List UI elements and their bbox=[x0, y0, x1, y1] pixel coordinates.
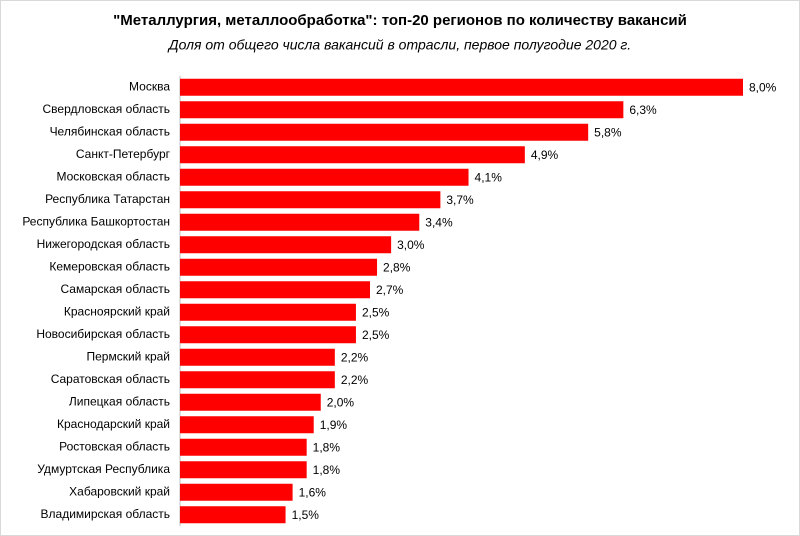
data-label: 2,2% bbox=[341, 373, 369, 387]
bar bbox=[180, 123, 589, 141]
bar bbox=[180, 416, 314, 434]
y-tick-label: Удмуртская Республика bbox=[37, 462, 170, 476]
y-tick-label: Санкт-Петербург bbox=[76, 147, 171, 161]
bar bbox=[180, 236, 392, 254]
bar bbox=[180, 78, 743, 96]
data-label: 3,4% bbox=[425, 215, 453, 229]
bar bbox=[180, 191, 441, 209]
bar bbox=[180, 506, 286, 524]
y-tick-label: Свердловская область bbox=[43, 102, 170, 116]
bar bbox=[180, 146, 525, 164]
data-label: 4,9% bbox=[531, 148, 559, 162]
y-tick-label: Республика Башкортостан bbox=[22, 214, 170, 228]
y-tick-label: Самарская область bbox=[60, 282, 170, 296]
bar bbox=[180, 303, 356, 321]
y-tick-label: Кемеровская область bbox=[49, 259, 170, 273]
y-tick-label: Нижегородская область bbox=[37, 237, 170, 251]
data-label: 2,0% bbox=[327, 395, 355, 409]
y-tick-label: Ростовская область bbox=[59, 439, 170, 453]
y-tick-label: Саратовская область bbox=[51, 372, 170, 386]
bar bbox=[180, 326, 356, 344]
y-tick-label: Липецкая область bbox=[69, 394, 170, 408]
data-label: 8,0% bbox=[749, 80, 777, 94]
data-label: 2,8% bbox=[383, 260, 411, 274]
bar bbox=[180, 258, 378, 276]
bar bbox=[180, 461, 307, 479]
y-tick-label: Московская область bbox=[56, 169, 170, 183]
data-label: 2,7% bbox=[376, 283, 404, 297]
chart-title: "Металлургия, металлообработка": топ-20 … bbox=[113, 12, 687, 29]
data-label: 2,5% bbox=[362, 328, 390, 342]
bar bbox=[180, 168, 469, 186]
bar bbox=[180, 281, 371, 299]
data-label: 5,8% bbox=[594, 125, 622, 139]
bar bbox=[180, 371, 335, 389]
bar bbox=[180, 348, 335, 366]
data-label: 1,9% bbox=[320, 418, 348, 432]
y-tick-label: Республика Татарстан bbox=[45, 192, 170, 206]
bar bbox=[180, 483, 293, 501]
y-tick-label: Красноярский край bbox=[64, 304, 170, 318]
y-tick-label: Челябинская область bbox=[50, 124, 170, 138]
bar bbox=[180, 438, 307, 456]
data-label: 2,2% bbox=[341, 350, 369, 364]
data-label: 1,8% bbox=[313, 463, 341, 477]
chart-subtitle: Доля от общего числа вакансий в отрасли,… bbox=[167, 37, 631, 53]
bar bbox=[180, 213, 420, 231]
data-label: 3,0% bbox=[397, 238, 425, 252]
bar bbox=[180, 101, 624, 119]
y-tick-label: Новосибирская область bbox=[36, 327, 170, 341]
y-tick-label: Краснодарский край bbox=[57, 417, 170, 431]
y-tick-label: Владимирская область bbox=[41, 507, 170, 521]
data-label: 6,3% bbox=[629, 103, 657, 117]
bar bbox=[180, 393, 321, 411]
data-label: 2,5% bbox=[362, 305, 390, 319]
data-label: 4,1% bbox=[475, 170, 503, 184]
data-label: 1,5% bbox=[292, 508, 320, 522]
y-tick-label: Москва bbox=[129, 79, 170, 93]
y-tick-label: Хабаровский край bbox=[69, 484, 170, 498]
data-label: 1,8% bbox=[313, 440, 341, 454]
data-label: 1,6% bbox=[299, 485, 327, 499]
y-tick-label: Пермский край bbox=[86, 349, 170, 363]
data-label: 3,7% bbox=[446, 193, 474, 207]
